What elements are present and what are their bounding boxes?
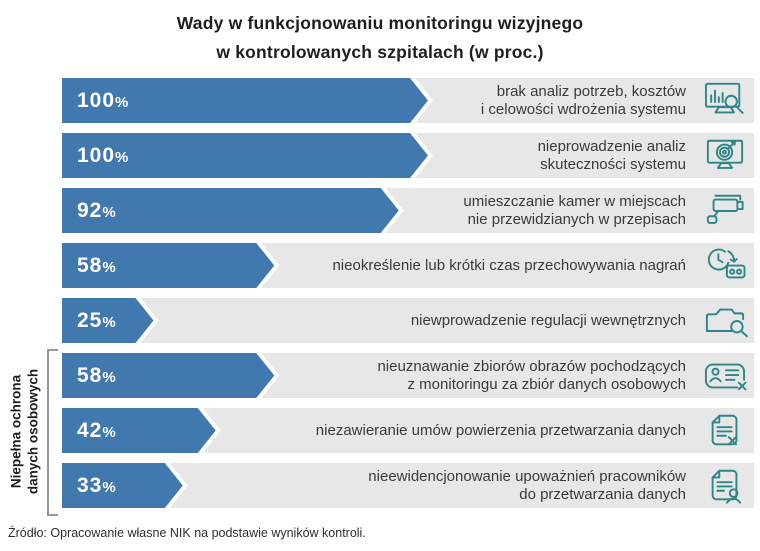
row-label: nieuznawanie zbiorów obrazów pochodzącyc…: [377, 357, 686, 393]
monitor-target-icon: [701, 136, 749, 176]
folder-search-icon: [701, 301, 749, 341]
chart-row: 58% nieokreślenie lub krótki czas przech…: [62, 243, 754, 288]
bar: 92%: [62, 188, 399, 233]
chart-title: Wady w funkcjonowaniu monitoringu wizyjn…: [0, 9, 760, 67]
clock-cassette-icon: [701, 246, 749, 286]
bar: 42%: [62, 408, 216, 453]
row-label: umieszczanie kamer w miejscach nie przew…: [463, 192, 686, 228]
group-label: Niepełna ochrona danych osobowych: [8, 368, 41, 495]
chart-title-line1: Wady w funkcjonowaniu monitoringu wizyjn…: [176, 13, 584, 33]
row-label: brak analiz potrzeb, kosztów i celowości…: [480, 82, 686, 118]
bar-value: 33%: [77, 473, 116, 497]
document-person-icon: [701, 466, 749, 506]
bar: 25%: [62, 298, 154, 343]
group-bracket: [47, 349, 58, 516]
source-note: Źródło: Opracowanie własne NIK na podsta…: [8, 526, 366, 540]
bar-rows: 100% brak analiz potrzeb, kosztów i celo…: [62, 78, 754, 508]
chart-row: 33% nieewidencjonowanie upoważnień praco…: [62, 463, 754, 508]
bar-value: 58%: [77, 363, 116, 387]
chart-title-line2: w kontrolowanych szpitalach (w proc.): [216, 42, 544, 62]
chart-row: 58% nieuznawanie zbiorów obrazów pochodz…: [62, 353, 754, 398]
chart-row: 92% umieszczanie kamer w miejscach nie p…: [62, 188, 754, 233]
bar-value: 100%: [77, 88, 129, 112]
document-x-icon: [701, 411, 749, 451]
bar: 100%: [62, 78, 428, 123]
row-label: nieewidencjonowanie upoważnień pracownik…: [368, 467, 686, 503]
chart-row: 100% brak analiz potrzeb, kosztów i celo…: [62, 78, 754, 123]
row-label: niewprowadzenie regulacji wewnętrznych: [410, 311, 686, 329]
chart-row: 42% niezawieranie umów powierzenia przet…: [62, 408, 754, 453]
bar-value: 25%: [77, 308, 116, 332]
row-label: nieokreślenie lub krótki czas przechowyw…: [332, 256, 686, 274]
row-label: nieprowadzenie analiz skuteczności syste…: [537, 137, 686, 173]
bar: 58%: [62, 243, 274, 288]
bar: 100%: [62, 133, 428, 178]
id-card-x-icon: [701, 356, 749, 396]
bar: 33%: [62, 463, 183, 508]
bar: 58%: [62, 353, 274, 398]
bar-value: 42%: [77, 418, 116, 442]
bar-value: 100%: [77, 143, 129, 167]
bar-value: 92%: [77, 198, 116, 222]
cctv-camera-icon: [701, 191, 749, 231]
bar-value: 58%: [77, 253, 116, 277]
row-label: niezawieranie umów powierzenia przetwarz…: [315, 421, 686, 439]
chart-row: 25% niewprowadzenie regulacji wewnętrzny…: [62, 298, 754, 343]
monitor-chart-search-icon: [701, 81, 749, 121]
chart-row: 100% nieprowadzenie analiz skuteczności …: [62, 133, 754, 178]
